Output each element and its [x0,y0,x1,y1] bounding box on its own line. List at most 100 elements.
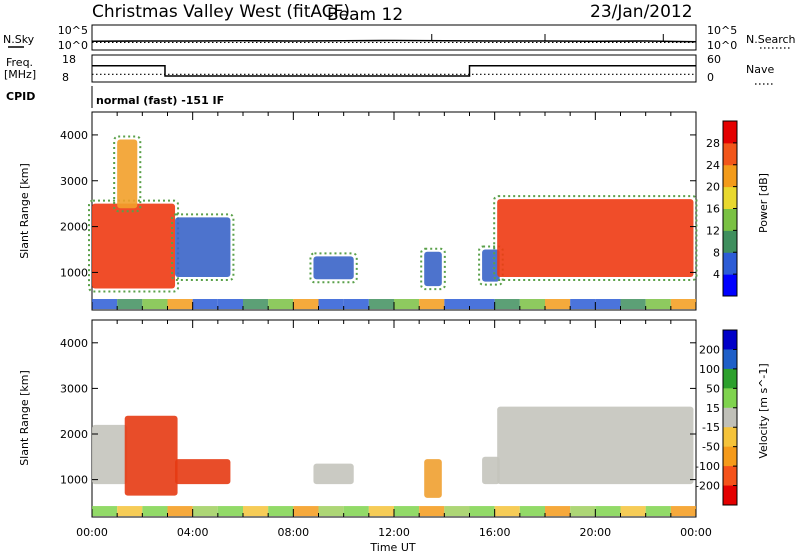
noise-tick-right-bottom: 10^0 [707,39,737,52]
freq-series [92,65,696,77]
colorbar-segment [723,349,737,370]
heatmap-ground-cell [570,299,596,310]
heatmap-region [313,463,354,485]
heatmap-ground-cell [167,506,193,517]
colorbar-frame [722,329,738,506]
y-tick-label: 1000 [60,474,88,487]
heatmap-ground-cell [243,506,269,517]
colorbar-segment [723,121,737,144]
noise-tick-left-bottom: 10^0 [58,39,88,52]
heatmap-ground-cell [117,506,143,517]
colorbar-tick-label: -15 [702,421,720,434]
colorbar-tick-label: -50 [702,441,720,454]
heatmap-region-fringe [309,252,358,284]
heatmap-ground-cell [570,506,596,517]
nsearch-label: N.Search [746,33,796,46]
heatmap-ground-cell [645,506,671,517]
y-tick-label: 3000 [60,382,88,395]
heatmap-ground-cell [117,299,143,310]
heatmap-ground-cell [142,299,168,310]
colorbar-segment [723,485,737,506]
nave-label: Nave [746,63,774,76]
heatmap-ground-cell [243,299,269,310]
nave-tick-right-bottom: 0 [707,71,714,84]
heatmap-ground-cell [167,299,193,310]
colorbar-tick-label: -100 [695,460,720,473]
nave-tick-right-top: 60 [707,53,721,66]
colorbar-tick-label: 50 [706,382,720,395]
noise-panel: N.Sky N.Search 10^5 10^0 10^5 10^0 [3,24,796,52]
colorbar-segment [723,368,737,389]
x-tick-label: 00:00 [680,526,712,539]
heatmap-region-fringe [113,135,142,213]
frequency-panel: Freq. [MHz] Nave 18 8 60 0 [4,53,775,85]
heatmap-ground-cell [192,299,218,310]
frequency-panel-frame [91,54,697,83]
x-tick-label: 00:00 [76,526,108,539]
freq-tick-left-bottom: 8 [62,71,69,84]
colorbar-segment [723,274,737,297]
colorbar-tick-label: 200 [699,343,720,356]
heatmap-region [92,424,128,485]
colorbar-tick-label: 8 [713,246,720,259]
heatmap-ground-cell [92,299,118,310]
heatmap-ground-cell [519,506,545,517]
colorbar-segment [723,407,737,428]
heatmap-ground-cell [394,506,420,517]
heatmap-ground-cell [343,299,369,310]
y-tick-label: 4000 [60,129,88,142]
heatmap-ground-cell [595,506,621,517]
colorbar-tick-label: 20 [706,181,720,194]
noise-panel-frame [91,24,697,51]
heatmap-ground-cell [293,506,319,517]
heatmap-ground-cell [444,299,470,310]
heatmap-ground-cell [318,506,344,517]
colorbar-tick-label: -200 [695,480,720,493]
heatmap-ground-cell [444,506,470,517]
heatmap-region [482,249,500,282]
heatmap-ground-cell [419,299,445,310]
freq-unit-label: [MHz] [4,68,36,81]
heatmap-region [124,415,178,496]
heatmap-region [424,251,442,287]
heatmap-region-fringe [493,195,698,281]
freq-label: Freq. [6,56,33,69]
heatmap-ground-cell [670,506,696,517]
power-ylabel: Slant Range [km] [18,163,31,259]
heatmap-ground-cell [368,506,394,517]
colorbar-segment [723,252,737,275]
colorbar-segment [723,466,737,487]
heatmap-region [117,139,138,209]
heatmap-ground-cell [217,299,243,310]
y-tick-label: 2000 [60,428,88,441]
heatmap-ground-cell [419,506,445,517]
colorbar-tick-label: 15 [706,402,720,415]
heatmap-ground-cell [217,506,243,517]
colorbar-segment [723,230,737,253]
heatmap-ground-cell [394,299,420,310]
heatmap-ground-cell [645,299,671,310]
heatmap-region-fringe [171,213,235,282]
heatmap-ground-cell [494,299,520,310]
heatmap-ground-cell [368,299,394,310]
heatmap-region [313,256,354,280]
heatmap-ground-cell [142,506,168,517]
velocity-colorbar-label: Velocity [m s^-1] [757,363,770,458]
colorbar-segment [723,142,737,166]
x-tick-label: 04:00 [177,526,209,539]
colorbar-segment [723,427,737,448]
power-colorbar-label: Power [dB] [757,173,770,233]
heatmap-ground-cell [545,506,571,517]
colorbar-segment [723,164,737,188]
y-tick-label: 2000 [60,221,88,234]
x-tick-label: 08:00 [277,526,309,539]
heatmap-ground-cell [670,299,696,310]
noise-tick-left-top: 10^5 [58,24,88,37]
velocity-colorbar: 200 100 50 15 -15 -50 -100 -200 Velocity [m s^-… [695,329,770,506]
colorbar-tick-label: 12 [706,224,720,237]
heatmap-ground-cell [519,299,545,310]
station-title: Christmas Valley West (fitACF) [92,2,350,22]
colorbar-segment [723,446,737,467]
heatmap-ground-cell [318,299,344,310]
